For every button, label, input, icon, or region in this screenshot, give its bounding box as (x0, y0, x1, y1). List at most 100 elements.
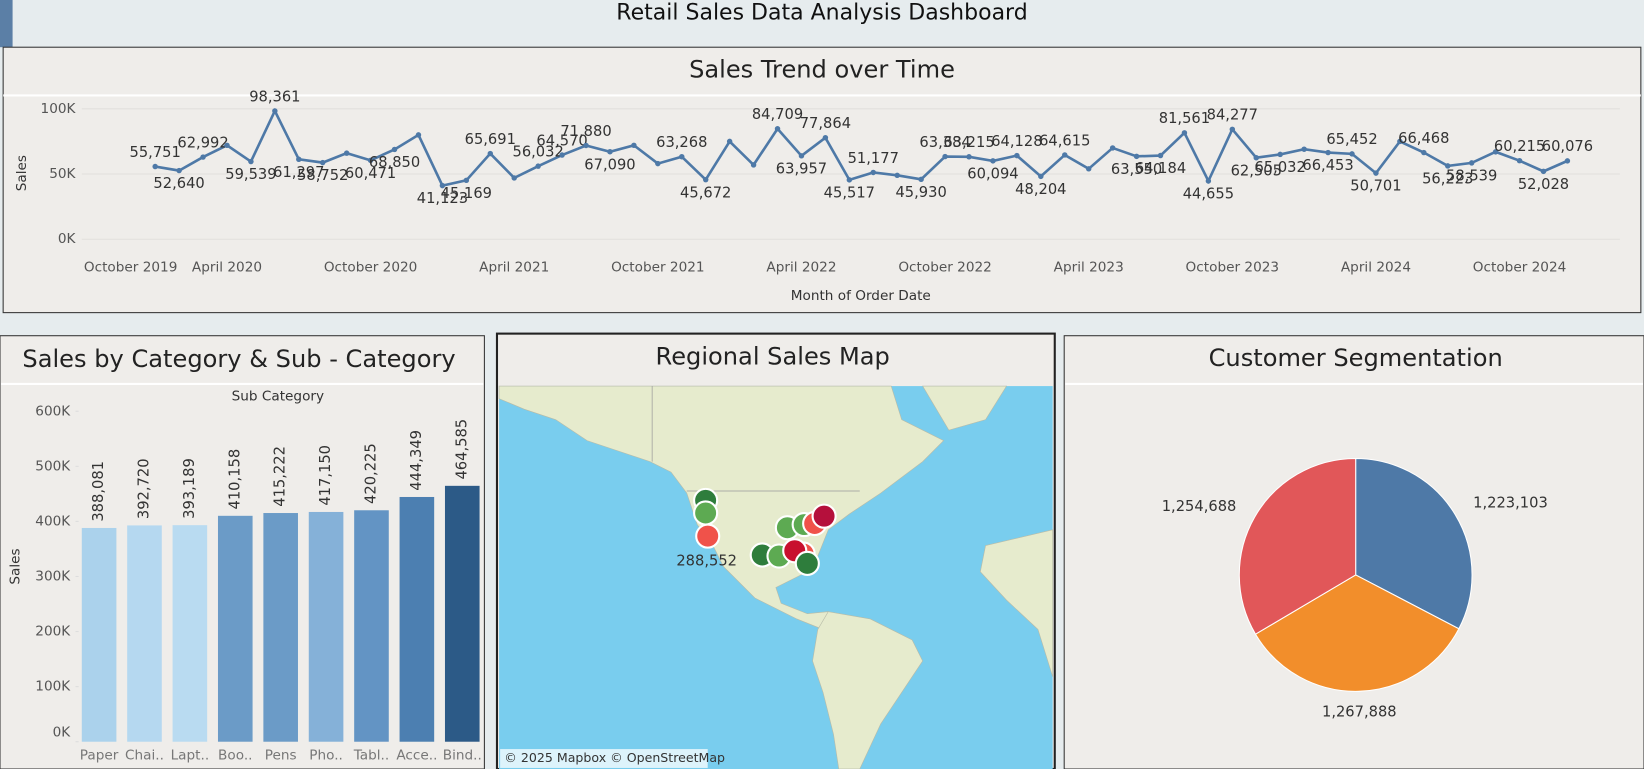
data-label: 65,691 (465, 131, 516, 148)
bar (263, 513, 298, 742)
chart-title: Sales Trend over Time (689, 55, 955, 83)
data-label: 58,752 (297, 167, 348, 184)
point (511, 175, 517, 181)
x-tick-label: October 2020 (324, 260, 418, 276)
attribution: © 2025 Mapbox © OpenStreetMap (504, 750, 725, 765)
bar (127, 525, 162, 742)
data-label: 50,701 (1350, 178, 1401, 195)
land (498, 385, 945, 630)
point (343, 150, 350, 156)
bar (217, 515, 253, 742)
y-tick-label: 600K (35, 403, 71, 419)
x-tick-label: April 2023 (1054, 260, 1124, 276)
x-tick-label: October 2024 (1473, 260, 1567, 276)
point (1038, 173, 1044, 180)
point (1205, 178, 1212, 184)
point (367, 157, 374, 164)
data-label: 55,751 (130, 144, 181, 161)
x-tick-label: Tabl.. (353, 747, 390, 763)
data-label: 48,204 (1015, 181, 1066, 198)
point (655, 160, 661, 167)
x-tick-label: Pens (265, 747, 297, 763)
data-label: 62,505 (1231, 162, 1282, 179)
data-label: 63,384 (919, 134, 970, 151)
chart-title: Customer Segmentation (1209, 344, 1503, 372)
data-label: 68,850 (369, 154, 420, 171)
data-label: 64,570 (536, 132, 587, 149)
x-tick-label: April 2022 (766, 260, 836, 276)
point (846, 177, 853, 183)
data-label: 84,709 (752, 106, 803, 123)
data-label: 1,223,103 (1473, 495, 1548, 512)
land (979, 529, 1053, 677)
point (200, 154, 206, 160)
point (942, 153, 948, 160)
x-tick-label: Bind.. (443, 747, 482, 763)
point (1373, 170, 1379, 176)
point (248, 158, 254, 165)
point (726, 138, 733, 145)
pie-slice (1254, 574, 1460, 692)
point (1516, 157, 1523, 164)
toolbar-tab[interactable] (0, 0, 13, 48)
data-label: 1,267,888 (1322, 703, 1397, 720)
data-label: 45,930 (895, 184, 946, 201)
data-label: 410,158 (226, 449, 243, 510)
data-label: 77,864 (800, 115, 851, 132)
point (1109, 145, 1116, 151)
map-point[interactable] (794, 550, 820, 576)
map-point[interactable] (693, 500, 719, 526)
data-label: 44,655 (1183, 186, 1234, 203)
data-label: 64,615 (1039, 132, 1090, 149)
data-label: 67,090 (584, 156, 635, 173)
point (1349, 151, 1355, 157)
point (798, 153, 805, 159)
data-label: 56,032 (512, 144, 563, 161)
point (487, 150, 494, 157)
point (1062, 152, 1068, 158)
point (296, 156, 302, 163)
point (320, 159, 326, 166)
point (391, 146, 398, 153)
data-label: 71,880 (560, 123, 611, 140)
x-tick-label: October 2019 (84, 260, 178, 276)
point (894, 172, 900, 179)
x-tick-label: October 2021 (611, 260, 705, 276)
x-tick-label: April 2024 (1341, 260, 1411, 276)
point (1277, 151, 1283, 158)
data-label: 64,128 (991, 133, 1042, 150)
data-label: 63,215 (943, 134, 994, 151)
map-point (695, 523, 721, 549)
map[interactable] (498, 385, 1053, 769)
chart-title: Regional Sales Map (656, 343, 890, 371)
x-tick-label: April 2021 (479, 260, 549, 276)
point (559, 152, 565, 158)
point (1301, 146, 1307, 152)
point (535, 163, 541, 169)
y-tick-label: 100K (35, 679, 71, 695)
map-point[interactable] (811, 503, 837, 529)
data-label: 51,177 (848, 150, 899, 167)
x-tick-label: Chai.. (125, 747, 164, 763)
y-axis-title: Sales (14, 155, 30, 191)
data-label: 63,268 (656, 134, 707, 151)
x-tick-label: Paper (80, 747, 119, 763)
point (1133, 153, 1140, 160)
data-label: 64,184 (1135, 160, 1186, 177)
point (415, 132, 422, 138)
x-axis-title: Month of Order Date (791, 288, 931, 304)
panel (2, 46, 1642, 314)
point (990, 158, 996, 164)
land (922, 385, 1008, 431)
dashboard-title: Retail Sales Data Analysis Dashboard (616, 1, 1027, 26)
bar (399, 496, 435, 742)
data-label: 60,076 (1542, 138, 1593, 155)
attribution-box (500, 749, 708, 768)
data-label: 65,032 (1255, 159, 1306, 176)
data-label: 45,672 (680, 184, 731, 201)
data-label: 45,517 (824, 185, 875, 202)
bar (354, 510, 389, 742)
data-label: 56,223 (1422, 171, 1473, 188)
